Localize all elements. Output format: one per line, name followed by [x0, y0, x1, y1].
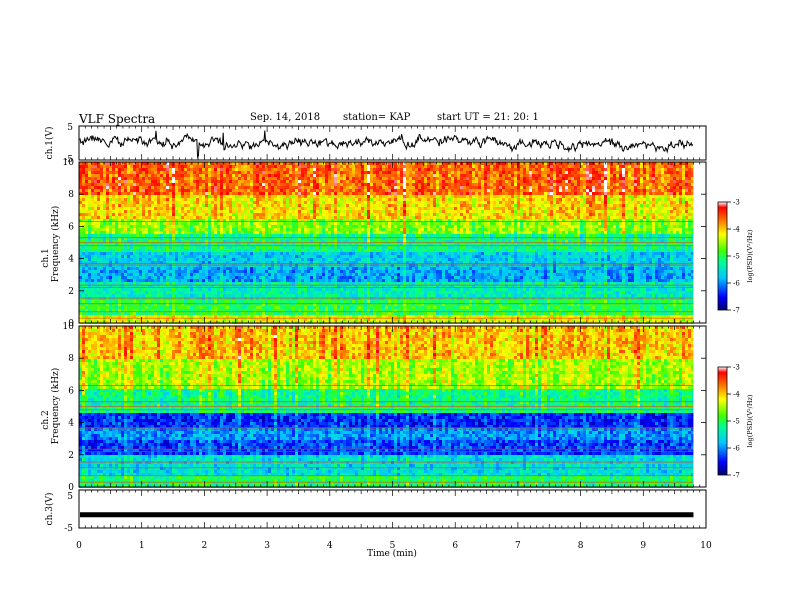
ytick-label: 10 [63, 322, 75, 332]
ch1-ytick-max: 5 [67, 123, 73, 133]
ch1-spectrogram-image [79, 162, 706, 324]
ch1-channel-label: ch.1 [41, 248, 51, 267]
ch1-waveform-ticks [78, 126, 707, 160]
ytick-label: 4 [68, 419, 74, 429]
ch1-waveform-panel: 5 -5 ch.1(V) [44, 123, 707, 165]
ytick-label: 6 [68, 222, 74, 232]
colorbar-tick-label: -7 [733, 472, 740, 480]
xtick-label: 5 [390, 541, 396, 551]
ytick-label: 8 [68, 190, 74, 200]
colorbar-tick-label: -5 [733, 253, 740, 261]
time-axis-ticks: 0 1 2 3 4 5 6 7 8 9 10 [76, 541, 712, 551]
ch1-colorbar-label: log(PSD)(V²/Hz) [746, 229, 754, 282]
date-label: Sep. 14, 2018 [250, 112, 320, 123]
ytick-label: 2 [68, 451, 74, 461]
ch2-colorbar: -3 -4 -5 -6 -7 log(PSD)(V²/Hz) [717, 364, 754, 480]
ch3-waveform-panel: 5 -5 ch.3(V) [44, 489, 707, 534]
ytick-label: 10 [63, 158, 75, 168]
xtick-label: 3 [264, 541, 270, 551]
xtick-label: 7 [515, 541, 521, 551]
xtick-label: 8 [578, 541, 584, 551]
ch2-channel-label: ch.2 [41, 410, 51, 429]
xtick-label: 9 [640, 541, 646, 551]
colorbar-tick-label: -3 [733, 199, 740, 207]
colorbar-tick-label: -4 [733, 226, 740, 234]
xtick-label: 2 [202, 541, 208, 551]
xtick-label: 1 [139, 541, 145, 551]
xtick-label: 6 [452, 541, 458, 551]
xtick-label: 4 [327, 541, 333, 551]
ch3-ytick-min: -5 [64, 524, 73, 534]
ch2-spectrogram-image [79, 326, 706, 488]
chart-title: VLF Spectra [79, 112, 155, 126]
ytick-label: 4 [68, 255, 74, 265]
ch2-colorbar-label: log(PSD)(V²/Hz) [746, 394, 754, 447]
colorbar-tick-label: -6 [733, 280, 740, 288]
ch2-spectrogram-panel: 0 2 4 6 8 10 ch.2 Frequency (kHz) [41, 322, 707, 493]
ytick-label: 8 [68, 354, 74, 364]
colorbar-tick-label: -4 [733, 391, 740, 399]
ch1-ytick-min: -5 [64, 155, 73, 165]
ytick-label: 2 [68, 287, 74, 297]
colorbar-tick-label: -6 [733, 445, 740, 453]
xtick-label: 10 [700, 541, 712, 551]
colorbar-tick-label: -7 [733, 307, 740, 315]
ch1-spectrogram-yticks: 0 2 4 6 8 10 [63, 158, 706, 329]
ytick-label: 0 [68, 483, 74, 493]
ch2-frequency-ylabel: Frequency (kHz) [50, 368, 61, 445]
ytick-label: 0 [68, 319, 74, 329]
colorbar-tick-label: -5 [733, 418, 740, 426]
ch2-colorbar-gradient [717, 366, 728, 476]
ytick-label: 6 [68, 386, 74, 396]
ch3-waveform-ylabel: ch.3(V) [44, 493, 55, 526]
ch1-frequency-ylabel: Frequency (kHz) [50, 206, 61, 283]
station-label: station= KAP [343, 112, 410, 123]
ch1-waveform-line [79, 130, 694, 160]
ch1-colorbar-gradient [717, 201, 728, 311]
xtick-label: 0 [76, 541, 82, 551]
time-axis-label: Time (min) [367, 548, 417, 559]
ch3-ytick-max: 5 [67, 492, 73, 502]
colorbar-tick-label: -3 [733, 364, 740, 372]
ch1-colorbar: -3 -4 -5 -6 -7 log(PSD)(V²/Hz) [717, 199, 754, 315]
ch3-waveform-frame [78, 489, 707, 529]
ch2-spectrogram-yticks: 0 2 4 6 8 10 [63, 322, 706, 493]
ch1-spectrogram-panel: 0 2 4 6 8 10 ch.1 Frequency (kHz) [41, 158, 707, 329]
ch1-waveform-ylabel: ch.1(V) [44, 127, 55, 160]
start-ut-label: start UT = 21: 20: 1 [437, 112, 539, 123]
